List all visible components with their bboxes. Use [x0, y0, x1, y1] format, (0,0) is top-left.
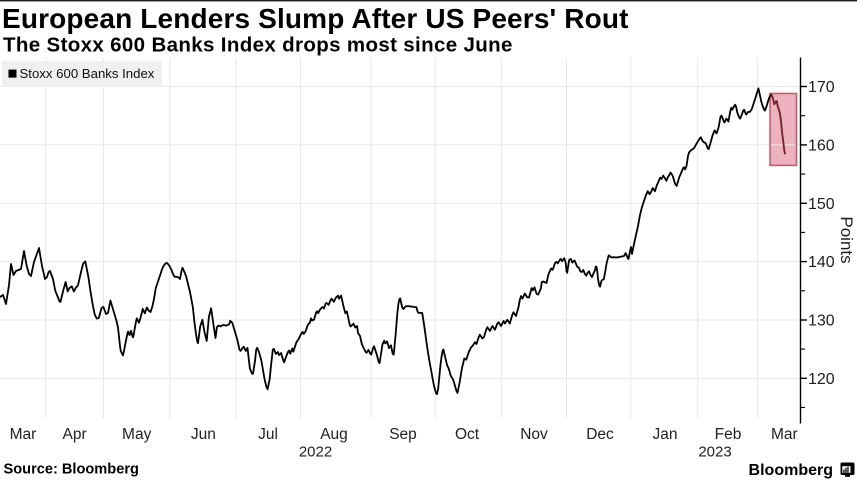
- svg-text:120: 120: [808, 371, 835, 388]
- svg-text:140: 140: [808, 254, 835, 271]
- svg-text:Mar: Mar: [10, 426, 37, 443]
- svg-text:Jan: Jan: [653, 426, 678, 443]
- svg-text:2023: 2023: [698, 444, 731, 461]
- svg-text:150: 150: [808, 196, 835, 213]
- svg-text:Aug: Aug: [320, 426, 348, 443]
- svg-text:Jul: Jul: [258, 426, 278, 443]
- svg-text:2022: 2022: [299, 444, 332, 461]
- svg-text:May: May: [122, 426, 152, 443]
- svg-text:Jun: Jun: [191, 426, 216, 443]
- svg-text:The Stoxx 600 Banks Index drop: The Stoxx 600 Banks Index drops most sin…: [3, 34, 513, 57]
- svg-text:170: 170: [808, 79, 835, 96]
- svg-text:Oct: Oct: [455, 426, 480, 443]
- svg-text:Sep: Sep: [389, 426, 417, 443]
- svg-text:Mar: Mar: [771, 426, 798, 443]
- svg-text:Apr: Apr: [63, 426, 87, 443]
- svg-text:130: 130: [808, 313, 835, 330]
- svg-text:European Lenders Slump After U: European Lenders Slump After US Peers' R…: [2, 3, 629, 34]
- svg-text:Feb: Feb: [715, 426, 742, 443]
- svg-text:Stoxx 600 Banks Index: Stoxx 600 Banks Index: [20, 66, 155, 81]
- svg-text:Source: Bloomberg: Source: Bloomberg: [4, 462, 139, 478]
- svg-text:Points: Points: [837, 216, 856, 263]
- svg-text:Dec: Dec: [586, 426, 614, 443]
- svg-text:Bloomberg: Bloomberg: [749, 462, 833, 479]
- svg-text:160: 160: [808, 137, 835, 154]
- svg-text:Nov: Nov: [520, 426, 548, 443]
